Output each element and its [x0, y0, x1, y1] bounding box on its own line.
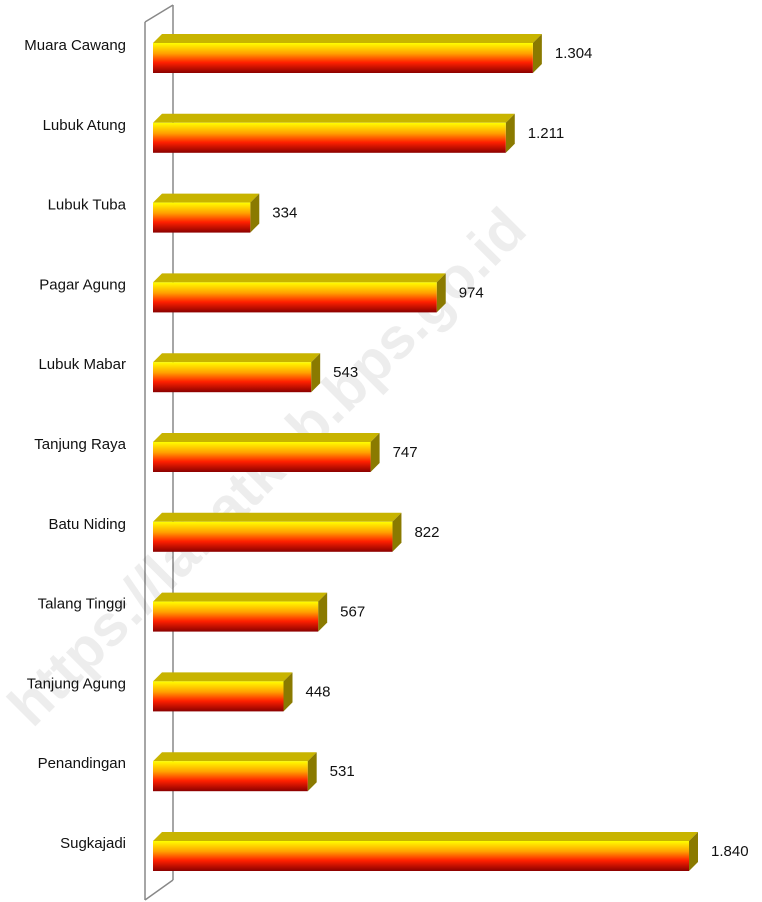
bar-side [392, 512, 402, 552]
category-label: Pagar Agung [39, 276, 126, 293]
value-label: 448 [306, 683, 331, 700]
bar-top [153, 433, 380, 442]
bar-front [153, 282, 437, 313]
bar [153, 832, 698, 871]
value-label: 1.840 [711, 843, 749, 860]
bar [153, 353, 321, 393]
bar-side [689, 832, 698, 871]
bar-front [153, 601, 319, 632]
bar-top [153, 193, 260, 203]
category-label: Batu Niding [48, 516, 126, 533]
bar-front [153, 841, 689, 871]
bar-top [153, 592, 328, 602]
bar-top [153, 34, 542, 43]
bar-top [153, 273, 446, 283]
category-label: Sugkajadi [60, 835, 126, 852]
category-label: Lubuk Tuba [48, 197, 127, 214]
bar-top [153, 353, 321, 363]
bar-front [153, 761, 308, 792]
bar-front [153, 122, 506, 153]
bar-front [153, 442, 371, 472]
bar [153, 672, 293, 712]
bar-side [436, 273, 446, 313]
bar-top [153, 832, 698, 841]
category-label: Tanjung Raya [34, 436, 126, 453]
value-label: 1.211 [528, 125, 564, 142]
bar [153, 752, 317, 792]
bar-side [505, 113, 515, 153]
category-label: Lubuk Mabar [38, 356, 126, 373]
bar-front [153, 362, 312, 393]
bar-front [153, 43, 533, 73]
bar [153, 433, 380, 472]
category-label: Tanjung Agung [27, 675, 126, 692]
bar-top [153, 113, 515, 123]
bar-side [370, 433, 380, 472]
category-label: Talang Tinggi [38, 596, 126, 613]
bar [153, 273, 446, 313]
bar-front [153, 521, 393, 552]
value-label: 1.304 [555, 45, 593, 62]
bar [153, 512, 402, 552]
bar [153, 34, 542, 73]
bar-top [153, 752, 317, 762]
bar-side [532, 34, 542, 73]
bar-top [153, 512, 402, 522]
value-label: 334 [272, 205, 297, 222]
bar [153, 193, 260, 233]
bar-side [250, 193, 260, 233]
bar-top [153, 672, 293, 682]
category-label: Penandingan [38, 755, 126, 772]
category-label: Muara Cawang [24, 37, 126, 54]
bar [153, 113, 515, 153]
value-label: 531 [330, 763, 355, 780]
bar [153, 592, 328, 632]
value-label: 567 [340, 604, 365, 621]
value-label: 974 [459, 284, 484, 301]
category-label: Lubuk Atung [43, 117, 126, 134]
bar-front [153, 202, 251, 233]
value-label: 822 [414, 524, 439, 541]
bar-front [153, 681, 284, 712]
value-label: 747 [393, 444, 418, 461]
bar-side [311, 353, 321, 393]
bar-side [307, 752, 317, 792]
bar-side [283, 672, 293, 712]
bar-side [318, 592, 328, 632]
value-label: 543 [333, 364, 358, 381]
